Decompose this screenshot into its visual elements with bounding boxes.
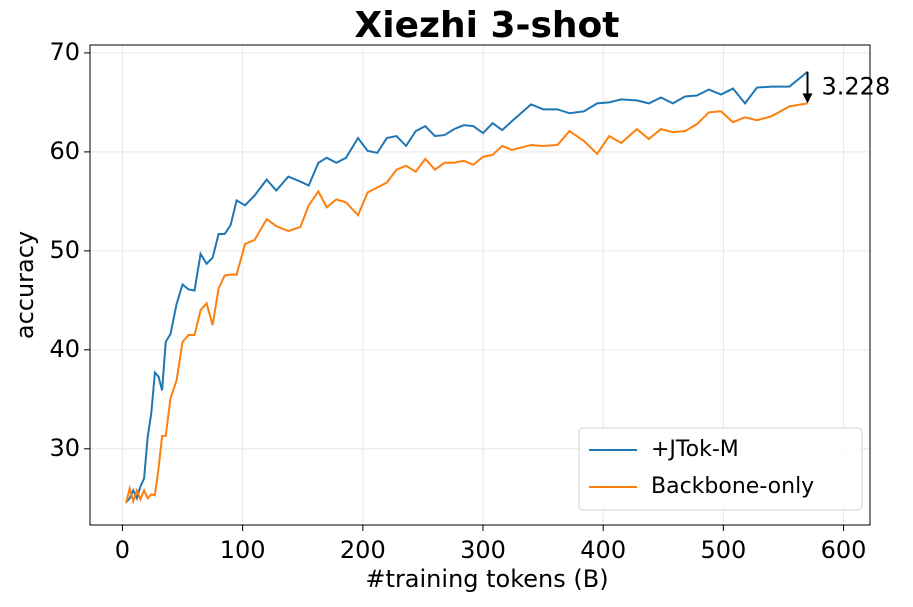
chart-title: Xiezhi 3-shot [355, 5, 620, 46]
legend-label: +JTok-M [651, 437, 739, 462]
x-tick-label: 0 [115, 536, 130, 564]
x-tick-label: 600 [821, 536, 867, 564]
x-tick-label: 100 [220, 536, 266, 564]
y-axis-label: accuracy [11, 231, 39, 339]
y-tick-label: 30 [49, 434, 80, 462]
y-tick-label: 70 [49, 38, 80, 66]
legend-label: Backbone-only [651, 474, 814, 499]
y-tick-label: 50 [49, 236, 80, 264]
x-tick-label: 200 [340, 536, 386, 564]
x-tick-label: 400 [580, 536, 626, 564]
y-tick-label: 40 [49, 335, 80, 363]
x-axis-label: #training tokens (B) [365, 565, 608, 593]
series-line [125, 70, 809, 503]
series-line [125, 102, 808, 505]
x-tick-label: 300 [460, 536, 506, 564]
y-tick-label: 60 [49, 137, 80, 165]
x-tick-label: 500 [700, 536, 746, 564]
annotation: 3.228 [822, 73, 891, 101]
annotation-arrowhead [802, 93, 813, 104]
legend: +JTok-M Backbone-only [578, 427, 863, 511]
legend-box [578, 427, 863, 511]
plot-frame [89, 44, 871, 526]
